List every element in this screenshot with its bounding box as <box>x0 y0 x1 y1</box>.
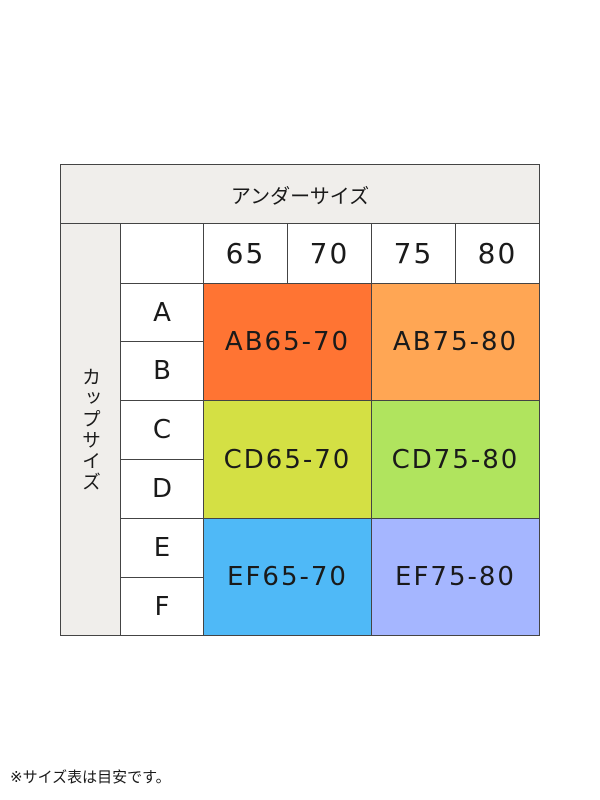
cup-b: B <box>120 341 204 401</box>
under-size-65: 65 <box>203 223 288 284</box>
group-ef75-80: EF75-80 <box>371 518 540 636</box>
group-cd75-80: CD75-80 <box>371 400 540 519</box>
cup-size-header: カップサイズ <box>60 223 121 636</box>
cup-c: C <box>120 400 204 460</box>
group-ef65-70: EF65-70 <box>203 518 372 636</box>
under-size-label: アンダーサイズ <box>230 183 370 208</box>
cup-size-label: カップサイズ <box>79 366 101 493</box>
cup-e: E <box>120 518 204 578</box>
size-note: ※サイズ表は目安です。 <box>10 768 171 786</box>
under-size-75: 75 <box>371 223 456 284</box>
under-size-header: アンダーサイズ <box>60 164 540 224</box>
group-cd65-70: CD65-70 <box>203 400 372 519</box>
under-size-80: 80 <box>455 223 540 284</box>
group-ab75-80: AB75-80 <box>371 283 540 401</box>
corner-cell <box>120 223 204 284</box>
cup-a: A <box>120 283 204 342</box>
cup-d: D <box>120 459 204 519</box>
group-ab65-70: AB65-70 <box>203 283 372 401</box>
under-size-70: 70 <box>287 223 372 284</box>
cup-f: F <box>120 577 204 636</box>
